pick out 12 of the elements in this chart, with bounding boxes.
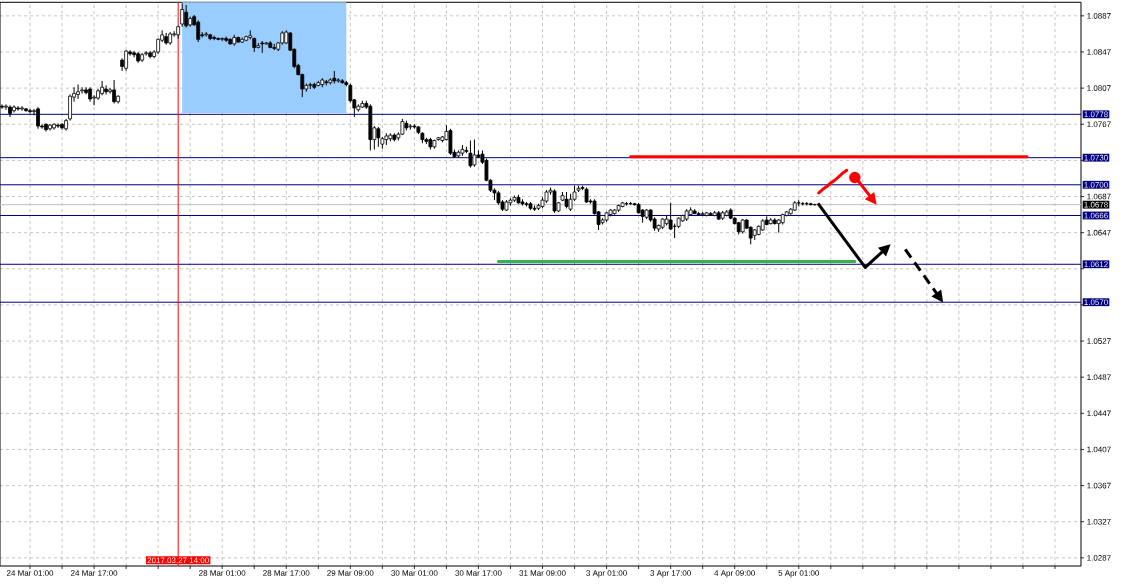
- candlestick: [180, 2, 185, 28]
- candlestick: [76, 84, 80, 100]
- candlestick: [468, 140, 473, 169]
- candlestick: [48, 123, 52, 132]
- candlestick: [4, 103, 8, 111]
- candlestick: [100, 80, 104, 96]
- candlestick: [448, 128, 453, 156]
- candlestick: [104, 84, 108, 95]
- candlestick: [36, 106, 40, 130]
- candlestick: [56, 122, 60, 129]
- candlestick: [124, 49, 129, 72]
- candlestick: [80, 86, 84, 95]
